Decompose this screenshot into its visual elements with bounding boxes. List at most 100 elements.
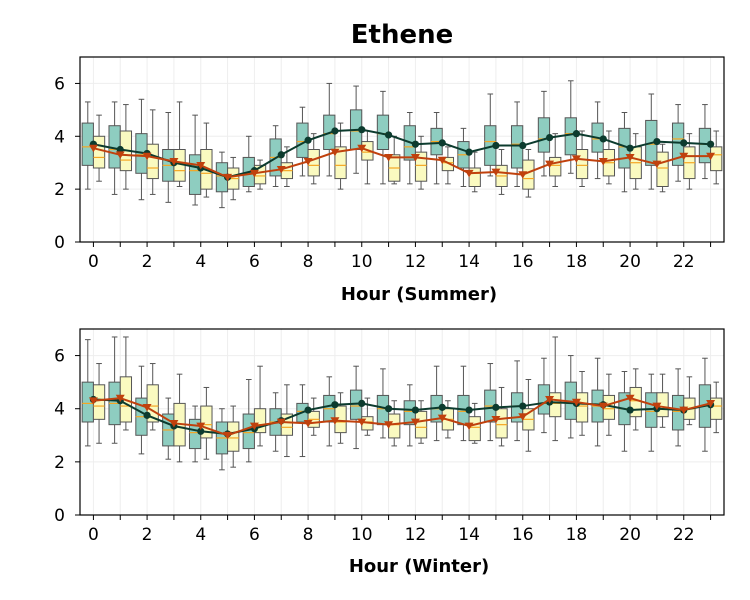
box-plot xyxy=(108,336,121,444)
mean-point xyxy=(464,422,474,431)
mean-point xyxy=(331,401,339,409)
box-plot xyxy=(656,373,669,428)
mean-point xyxy=(626,144,634,152)
mean-point xyxy=(411,140,420,148)
box-plot xyxy=(457,365,470,442)
mean-point xyxy=(465,406,473,414)
x-tick-label: 14 xyxy=(458,525,480,545)
box-iqr xyxy=(468,416,481,442)
x-tick-label: 18 xyxy=(566,252,588,272)
mean-point xyxy=(519,141,527,150)
box-plot xyxy=(537,357,551,434)
mean-point xyxy=(410,418,420,427)
mean-point xyxy=(358,399,366,407)
mean-point xyxy=(169,419,179,428)
box-plot xyxy=(253,365,267,447)
box-plot xyxy=(403,112,416,185)
box-plot xyxy=(618,112,631,193)
x-tick-label: 14 xyxy=(458,252,480,272)
mean-point xyxy=(330,417,340,425)
box-plot xyxy=(173,373,186,463)
box-iqr xyxy=(710,397,723,420)
mean-point xyxy=(88,397,98,405)
chart-title: Ethene xyxy=(351,20,453,50)
x-tick-label: 22 xyxy=(673,252,695,272)
mean-point xyxy=(197,427,205,435)
x-tick-label: 20 xyxy=(619,525,641,545)
box-plot xyxy=(361,130,374,185)
box-plot xyxy=(671,104,685,182)
box-plot xyxy=(376,368,390,439)
mean-point xyxy=(518,413,528,421)
mean-point xyxy=(142,152,152,161)
mean-point xyxy=(437,414,447,423)
box-iqr xyxy=(334,146,347,180)
box-plot xyxy=(629,133,642,190)
plot-frame xyxy=(79,328,725,516)
mean-point xyxy=(357,144,367,153)
box-iqr xyxy=(146,143,159,180)
box-plot xyxy=(710,130,723,185)
box-plot xyxy=(645,373,658,452)
box-iqr xyxy=(253,408,267,434)
box-plot xyxy=(242,135,255,193)
box-iqr xyxy=(307,149,320,177)
mean-point xyxy=(330,148,340,157)
x-axis-label: Hour (Winter) xyxy=(349,556,489,577)
box-iqr xyxy=(414,410,428,439)
plot-frame xyxy=(79,56,725,243)
mean-point xyxy=(598,402,608,411)
mean-point xyxy=(492,403,500,411)
box-plot xyxy=(200,122,213,198)
mean-point xyxy=(492,141,500,150)
x-tick-label: 16 xyxy=(512,252,534,272)
box-plot xyxy=(484,363,497,442)
x-tick-label: 2 xyxy=(142,252,153,272)
mean-point xyxy=(519,402,527,410)
box-plot xyxy=(683,376,696,426)
mean-point xyxy=(115,151,125,159)
x-tick-label: 12 xyxy=(405,525,427,545)
series-1-mean-line xyxy=(93,397,711,437)
mean-point xyxy=(679,152,689,161)
mean-point xyxy=(438,139,446,147)
box-plot xyxy=(457,127,470,187)
box-plot xyxy=(296,106,309,177)
mean-point xyxy=(652,402,662,411)
box-plot xyxy=(549,336,562,442)
box-plot xyxy=(119,336,133,431)
x-tick-label: 20 xyxy=(619,252,641,272)
x-tick-label: 22 xyxy=(673,525,695,545)
box-plot xyxy=(710,381,723,434)
mean-point xyxy=(679,406,689,415)
y-tick-label: 6 xyxy=(54,347,65,367)
x-tick-label: 0 xyxy=(88,252,99,272)
mean-point xyxy=(304,406,312,414)
mean-point xyxy=(169,158,179,166)
mean-point xyxy=(652,160,662,169)
box-plot xyxy=(629,368,642,431)
x-tick-label: 2 xyxy=(142,525,153,545)
mean-point xyxy=(410,154,420,162)
box-plot xyxy=(656,143,669,193)
x-tick-label: 6 xyxy=(249,525,260,545)
x-axis-label: Hour (Summer) xyxy=(341,284,497,305)
mean-point xyxy=(545,134,554,142)
mean-point xyxy=(196,422,206,431)
mean-point xyxy=(653,137,661,146)
mean-point xyxy=(706,152,716,161)
box-iqr xyxy=(656,151,669,187)
x-tick-label: 6 xyxy=(249,252,260,272)
mean-point xyxy=(384,131,393,139)
box-plot xyxy=(215,408,229,471)
mean-point xyxy=(571,155,581,163)
mean-point xyxy=(223,431,233,440)
y-tick-label: 4 xyxy=(54,400,65,420)
mean-point xyxy=(438,403,446,411)
box-plot xyxy=(430,365,443,442)
box-plot xyxy=(334,122,347,190)
winter-panel: 0 2 4 6 8 10 12 14 16 18 20 22 0 2 4 6 Hour (Winter) xyxy=(54,328,725,577)
box-plot xyxy=(135,98,148,201)
box-iqr xyxy=(200,405,213,439)
x-tick-label: 8 xyxy=(303,525,314,545)
